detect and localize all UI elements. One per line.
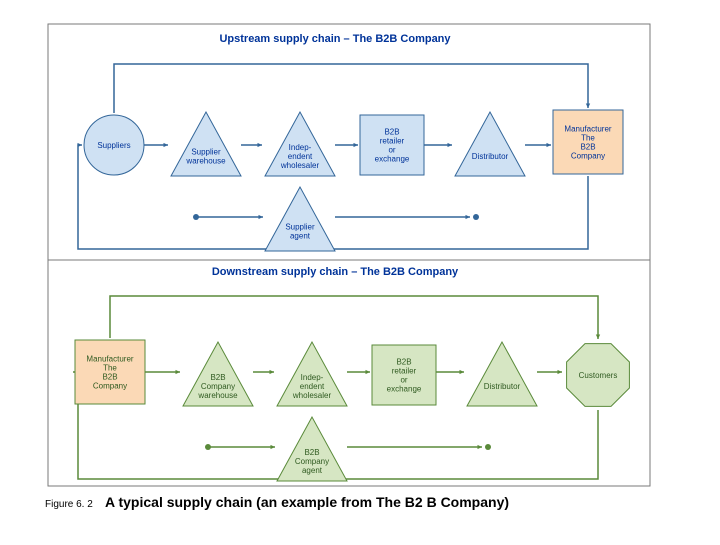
edge bbox=[253, 370, 274, 374]
svg-text:A typical supply chain (an exa: A typical supply chain (an example from … bbox=[105, 494, 509, 510]
svg-text:warehouse: warehouse bbox=[197, 391, 238, 400]
svg-text:B2B: B2B bbox=[304, 448, 319, 457]
svg-text:exchange: exchange bbox=[375, 154, 410, 163]
svg-text:exchange: exchange bbox=[387, 384, 422, 393]
svg-text:B2B: B2B bbox=[102, 372, 117, 381]
svg-text:wholesaler: wholesaler bbox=[280, 161, 320, 170]
node-sup-agent: Supplieragent bbox=[265, 187, 335, 251]
edge bbox=[145, 370, 180, 374]
edge bbox=[335, 143, 358, 147]
node-ind-wholesaler2: Indep-endentwholesaler bbox=[277, 342, 347, 406]
svg-text:B2B: B2B bbox=[384, 127, 399, 136]
node-b2b-warehouse: B2BCompanywarehouse bbox=[183, 342, 253, 406]
node-distributor: Distributor bbox=[455, 112, 525, 176]
edge bbox=[424, 143, 452, 147]
bypass-arrow bbox=[114, 64, 590, 113]
svg-text:retailer: retailer bbox=[392, 366, 417, 375]
svg-text:Company: Company bbox=[93, 381, 127, 390]
node-ind-wholesaler: Indep-endentwholesaler bbox=[265, 112, 335, 176]
svg-text:Company: Company bbox=[571, 151, 605, 160]
node-b2b-agent: B2BCompanyagent bbox=[277, 417, 347, 481]
svg-text:warehouse: warehouse bbox=[185, 156, 226, 165]
svg-text:The: The bbox=[103, 363, 117, 372]
node-sup-warehouse: Supplierwarehouse bbox=[171, 112, 241, 176]
node-label-suppliers: Suppliers bbox=[97, 141, 130, 150]
node-b2b-retailer: B2Bretailerorexchange bbox=[360, 115, 424, 175]
edge bbox=[436, 370, 464, 374]
node-suppliers: Suppliers bbox=[84, 115, 144, 175]
svg-text:Manufacturer: Manufacturer bbox=[564, 124, 611, 133]
edge bbox=[347, 444, 491, 450]
node-b2b-retailer2: B2Bretailerorexchange bbox=[372, 345, 436, 405]
edge bbox=[347, 370, 370, 374]
outer-frame bbox=[48, 24, 650, 486]
svg-text:agent: agent bbox=[302, 466, 323, 475]
svg-text:agent: agent bbox=[290, 231, 311, 240]
svg-text:B2B: B2B bbox=[210, 373, 225, 382]
svg-text:Supplier: Supplier bbox=[191, 147, 221, 156]
svg-text:wholesaler: wholesaler bbox=[292, 391, 332, 400]
svg-text:Downstream supply chain – The: Downstream supply chain – The B2B Compan… bbox=[212, 266, 459, 278]
svg-text:B2B: B2B bbox=[580, 142, 595, 151]
node-distributor2: Distributor bbox=[467, 342, 537, 406]
node-label-distributor: Distributor bbox=[472, 152, 509, 161]
svg-text:Indep-: Indep- bbox=[289, 143, 312, 152]
svg-text:Company: Company bbox=[295, 457, 329, 466]
node-manufacturer: ManufacturerTheB2BCompany bbox=[553, 110, 623, 174]
svg-text:or: or bbox=[388, 145, 395, 154]
svg-text:B2B: B2B bbox=[396, 357, 411, 366]
figure-caption: Figure 6. 2 A typical supply chain (an ex… bbox=[45, 494, 509, 510]
edge bbox=[205, 444, 275, 450]
svg-text:Customers: Customers bbox=[579, 371, 618, 380]
svg-text:retailer: retailer bbox=[380, 136, 405, 145]
svg-text:Indep-: Indep- bbox=[301, 373, 324, 382]
svg-text:Company: Company bbox=[201, 382, 235, 391]
svg-text:The: The bbox=[581, 133, 595, 142]
node-label-sup-warehouse: Supplierwarehouse bbox=[185, 147, 226, 165]
svg-text:Figure 6. 2: Figure 6. 2 bbox=[45, 499, 93, 510]
svg-text:Suppliers: Suppliers bbox=[97, 141, 130, 150]
edge bbox=[525, 143, 551, 147]
svg-text:Supplier: Supplier bbox=[285, 222, 315, 231]
svg-text:or: or bbox=[400, 375, 407, 384]
svg-text:endent: endent bbox=[288, 152, 313, 161]
svg-text:Distributor: Distributor bbox=[484, 382, 521, 391]
bypass-arrow bbox=[110, 296, 600, 339]
edge bbox=[537, 370, 562, 374]
edge bbox=[144, 143, 168, 147]
node-label-distributor2: Distributor bbox=[484, 382, 521, 391]
supply-chain-figure: Upstream supply chain – The B2B Company D… bbox=[0, 0, 720, 540]
svg-text:Upstream supply chain – The B2: Upstream supply chain – The B2B Company bbox=[219, 33, 451, 45]
svg-text:Distributor: Distributor bbox=[472, 152, 509, 161]
edge bbox=[335, 214, 479, 220]
edge bbox=[193, 214, 263, 220]
svg-text:endent: endent bbox=[300, 382, 325, 391]
node-customers: Customers bbox=[567, 344, 630, 407]
edge bbox=[241, 143, 262, 147]
node-label-customers: Customers bbox=[579, 371, 618, 380]
svg-text:Manufacturer: Manufacturer bbox=[86, 354, 133, 363]
node-manufacturer2: ManufacturerTheB2BCompany bbox=[75, 340, 145, 404]
